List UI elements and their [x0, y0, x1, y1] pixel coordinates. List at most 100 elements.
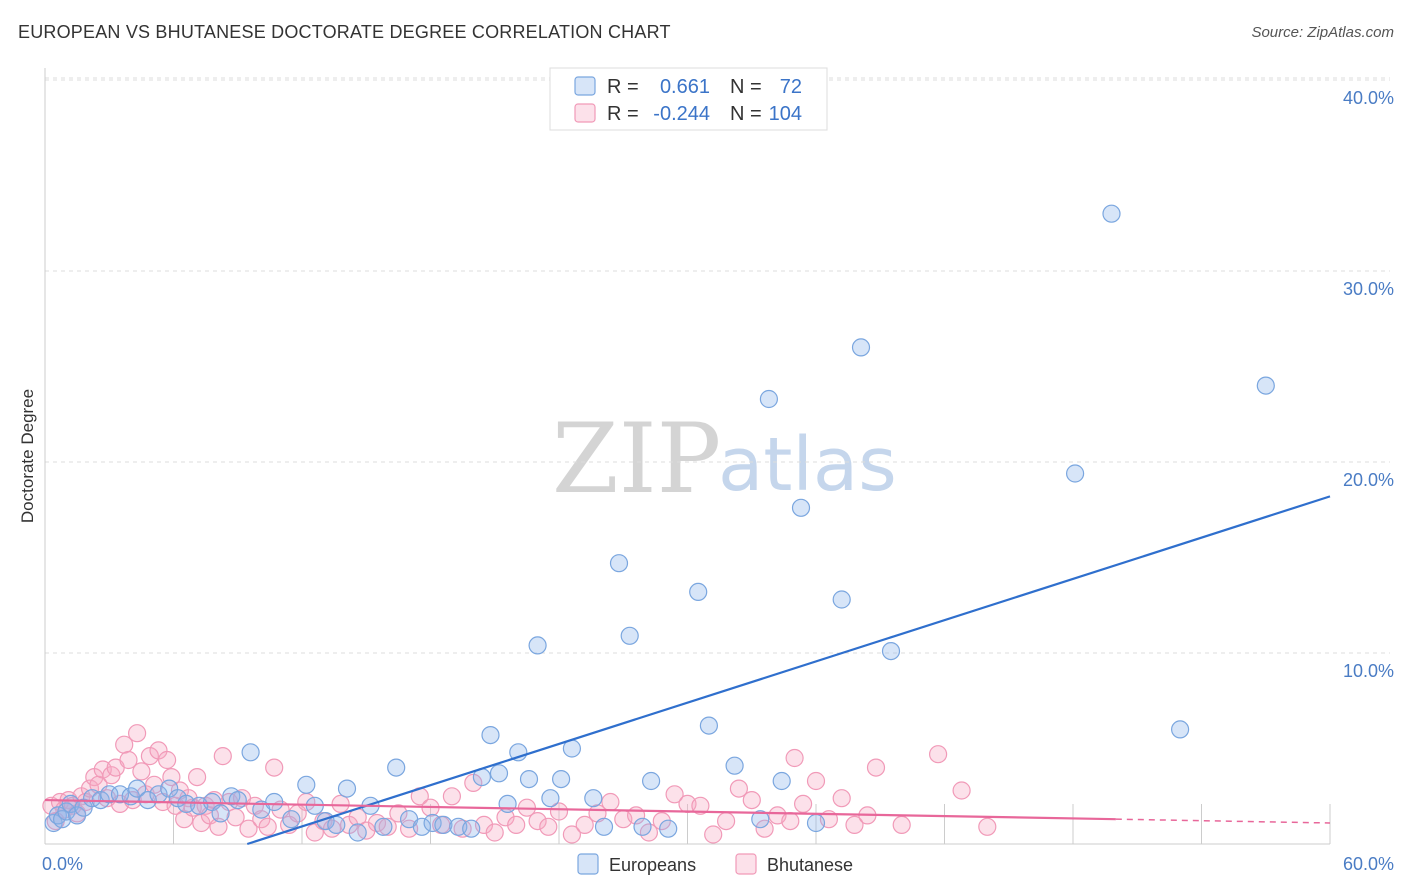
bhutanese-point-71 [485, 823, 504, 842]
bhutanese-point-28 [162, 767, 181, 787]
europeans-point-54 [609, 554, 629, 573]
europeans-point-44 [489, 764, 509, 783]
legend-r-label-bhutanese: R = [607, 103, 639, 125]
europeans-point-59 [689, 582, 708, 602]
europeans-point-70 [1065, 464, 1085, 483]
legend-box [549, 67, 828, 131]
bhutanese-point-78 [562, 825, 582, 844]
europeans-point-20 [211, 804, 230, 823]
europeans-point-9 [100, 785, 119, 804]
bhutanese-point-95 [781, 811, 800, 831]
watermark-atlas: atlas [718, 422, 897, 508]
europeans-point-37 [412, 817, 431, 836]
europeans-point-55 [620, 626, 639, 645]
europeans-point-69 [881, 641, 901, 661]
legend: R = 0.661 N = 72 R = -0.244 N = 104 [549, 67, 828, 131]
legend-n-value-europeans: 72 [780, 76, 802, 98]
bhutanese-point-62 [389, 804, 408, 823]
bhutanese-point-34 [188, 767, 207, 787]
bhutanese-point-96 [793, 794, 813, 814]
europeans-point-48 [528, 636, 547, 655]
europeans-point-27 [297, 775, 316, 794]
europeans-point-30 [327, 815, 346, 835]
bhutanese-trend-line [44, 798, 1116, 821]
europeans-point-67 [832, 590, 851, 609]
europeans-point-34 [374, 817, 393, 836]
bhutanese-point-102 [866, 758, 886, 777]
y-tick-label-0: 10.0% [1343, 661, 1394, 681]
bhutanese-point-107 [785, 748, 804, 768]
bhutanese-point-92 [742, 790, 761, 810]
europeans-point-13 [138, 790, 157, 810]
legend-n-value-bhutanese: 104 [769, 103, 802, 125]
bhutanese-point-20 [128, 724, 147, 743]
bhutanese-point-77 [549, 802, 569, 821]
series-bhutanese-points [42, 724, 997, 844]
europeans-point-53 [594, 817, 614, 836]
watermark: ZIP atlas [552, 403, 897, 515]
bhutanese-point-88 [691, 796, 710, 815]
source-label: Source: ZipAtlas.com [1251, 24, 1394, 41]
europeans-point-31 [337, 779, 357, 798]
bhutanese-point-24 [145, 775, 164, 794]
bhutanese-point-79 [575, 815, 594, 835]
europeans-trend-line [246, 495, 1331, 846]
bhutanese-point-21 [132, 762, 151, 781]
europeans-point-25 [265, 792, 284, 812]
trend-lines [44, 495, 1331, 846]
bhutanese-point-76 [539, 817, 558, 836]
bhutanese-point-40 [213, 746, 232, 766]
europeans-point-23 [241, 743, 260, 762]
europeans-point-26 [282, 810, 301, 829]
europeans-point-57 [641, 771, 661, 791]
europeans-point-72 [1170, 720, 1190, 739]
europeans-point-43 [481, 725, 500, 745]
bottom-legend-label-europeans: Europeans [609, 855, 696, 875]
bottom-legend-swatch-europeans [577, 853, 599, 875]
europeans-point-50 [551, 769, 571, 789]
series-europeans-points [44, 204, 1275, 842]
y-tick-label-3: 40.0% [1343, 88, 1394, 108]
bhutanese-point-27 [158, 750, 177, 770]
europeans-point-65 [791, 498, 811, 517]
bhutanese-point-67 [442, 787, 461, 806]
bhutanese-point-46 [252, 810, 271, 829]
bhutanese-point-104 [928, 745, 948, 764]
europeans-point-68 [851, 338, 871, 357]
bhutanese-point-103 [892, 815, 911, 835]
bhutanese-point-61 [378, 817, 397, 836]
bhutanese-point-90 [716, 811, 736, 831]
europeans-point-64 [772, 771, 791, 791]
bhutanese-point-85 [652, 811, 671, 831]
bhutanese-trend-line-extension [1115, 818, 1331, 824]
legend-n-label-bhutanese: N = [730, 103, 762, 125]
y-tick-labels: 10.0% 20.0% 30.0% 40.0% [1343, 88, 1394, 681]
bhutanese-point-44 [239, 819, 258, 838]
bhutanese-point-73 [507, 815, 526, 835]
europeans-point-52 [584, 789, 603, 808]
europeans-point-63 [759, 389, 779, 409]
bhutanese-point-48 [265, 758, 284, 777]
bhutanese-point-106 [978, 817, 997, 836]
grid [45, 77, 1390, 654]
y-axis-label: Doctorate Degree [18, 389, 37, 523]
europeans-point-66 [806, 813, 826, 833]
europeans-point-12 [128, 779, 147, 798]
europeans-point-35 [387, 758, 406, 777]
europeans-point-47 [519, 769, 539, 789]
legend-swatch-bhutanese [574, 103, 596, 123]
europeans-point-73 [1256, 376, 1275, 395]
europeans-point-41 [462, 819, 481, 838]
legend-r-value-europeans: 0.661 [660, 76, 710, 98]
y-tick-label-2: 30.0% [1343, 279, 1394, 299]
bottom-legend-label-bhutanese: Bhutanese [767, 855, 853, 875]
bhutanese-point-86 [665, 785, 684, 804]
bhutanese-point-100 [845, 815, 864, 835]
chart-title: EUROPEAN VS BHUTANESE DOCTORATE DEGREE C… [18, 22, 671, 42]
bhutanese-point-91 [729, 779, 749, 798]
europeans-point-22 [228, 790, 247, 810]
europeans-point-61 [725, 756, 744, 775]
europeans-point-71 [1102, 204, 1121, 223]
bhutanese-point-56 [331, 794, 350, 814]
bottom-legend: Europeans Bhutanese [577, 853, 853, 875]
